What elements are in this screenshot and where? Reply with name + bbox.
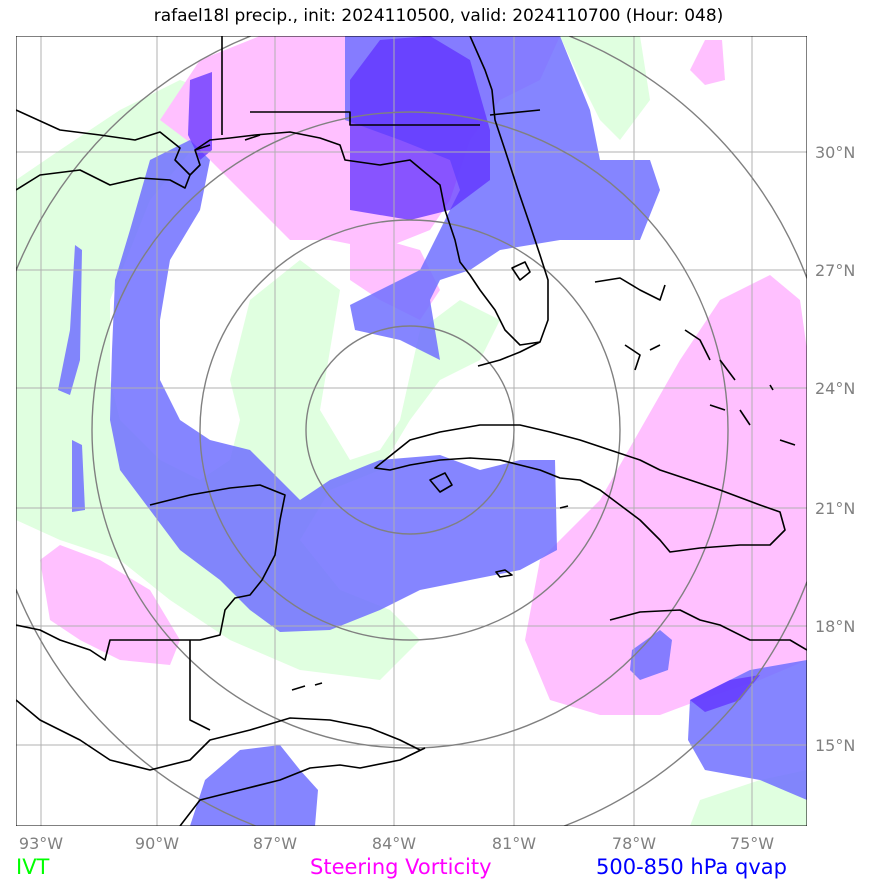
map-panel: 93°W 90°W 87°W 84°W 81°W 78°W 75°W: [16, 36, 807, 826]
coastline-central-america: [16, 699, 426, 826]
vorticity-region-southwest: [40, 545, 180, 665]
qvap-core-southeast: [690, 675, 760, 712]
coastline-honduras-islands: [291, 682, 323, 691]
map-canvas: 93°W 90°W 87°W 84°W 81°W 78°W 75°W: [16, 36, 807, 826]
ivt-region-northeast: [560, 36, 650, 140]
lat-label-18n: 18°N: [815, 617, 855, 636]
qvap-core-west: [188, 72, 212, 160]
border-mexico-guatemala: [189, 640, 211, 731]
coastline-keys: [477, 341, 541, 367]
coastline-jamaica: [495, 569, 513, 578]
qvap-core-north: [350, 36, 490, 220]
qvap-region-haiti: [630, 630, 672, 680]
coastline-cayman: [559, 505, 569, 509]
map-title: rafael18l precip., init: 2024110500, val…: [153, 6, 724, 26]
coastlines: [16, 36, 807, 826]
lon-tick-75w: 75°W: [730, 834, 774, 853]
lat-label-30n: 30°N: [815, 143, 855, 162]
qvap-band-western: [110, 140, 557, 632]
coastline-isla-juventud: [429, 472, 453, 493]
coastline-hispaniola: [609, 609, 807, 651]
qvap-core-layer: [188, 36, 760, 712]
lat-label-15n: 15°N: [815, 736, 855, 755]
coastline-cuba: [374, 424, 786, 553]
coastline-florida-panhandle-islands: [194, 134, 261, 151]
lat-label-21n: 21°N: [815, 499, 855, 518]
qvap-streak-west-lower: [72, 440, 85, 512]
vorticity-region-east: [525, 275, 807, 715]
coastline-mississippi-delta: [189, 36, 549, 346]
range-rings: [16, 36, 807, 826]
lat-label-24n: 24°N: [815, 379, 855, 398]
legend-qvap: 500-850 hPa qvap: [596, 855, 787, 879]
lon-tick-84w: 84°W: [372, 834, 416, 853]
coastline-yucatan: [16, 484, 286, 661]
qvap-region-honduras: [190, 745, 318, 826]
coastline-lake-okeechobee: [511, 261, 531, 281]
lon-tick-87w: 87°W: [253, 834, 297, 853]
border-us-interior: [221, 36, 541, 135]
lon-tick-81w: 81°W: [492, 834, 536, 853]
lat-label-27n: 27°N: [815, 261, 855, 280]
qvap-streak-west: [58, 245, 82, 395]
lon-tick-78w: 78°W: [612, 834, 656, 853]
vorticity-region-northeast: [690, 40, 725, 85]
legend-ivt: IVT: [16, 855, 50, 879]
coastline-bahamas: [594, 277, 796, 446]
legend-steering-vorticity: Steering Vorticity: [310, 855, 492, 879]
lon-tick-93w: 93°W: [19, 834, 63, 853]
lon-tick-90w: 90°W: [135, 834, 179, 853]
